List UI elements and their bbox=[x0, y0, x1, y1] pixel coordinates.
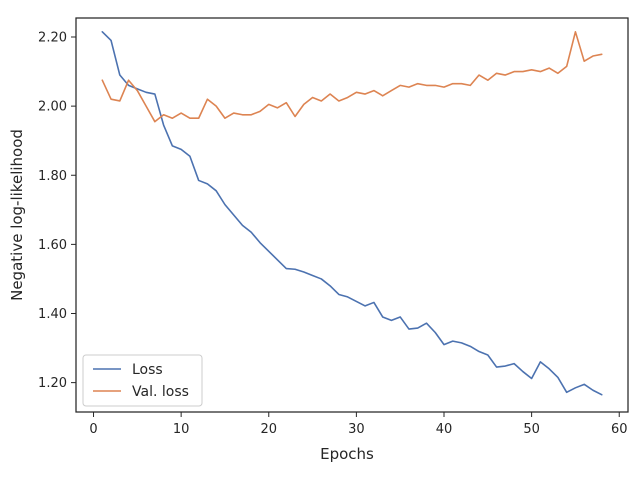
y-tick-label: 2.00 bbox=[38, 100, 67, 115]
series-line-val-loss bbox=[101, 31, 603, 123]
y-tick-label: 1.40 bbox=[38, 307, 67, 322]
plot-frame bbox=[75, 17, 629, 413]
x-tick-label: 10 bbox=[173, 422, 190, 437]
legend: Loss Val. loss bbox=[82, 354, 203, 407]
y-tick-label: 1.80 bbox=[38, 169, 67, 184]
x-tick-label: 30 bbox=[348, 422, 365, 437]
y-axis-label: Negative log-likelihood bbox=[8, 129, 26, 301]
y-tick-label: 1.60 bbox=[38, 238, 67, 253]
x-tick-label: 40 bbox=[436, 422, 453, 437]
x-tick-label: 60 bbox=[611, 422, 628, 437]
x-tick-label: 50 bbox=[523, 422, 540, 437]
x-tick-label: 0 bbox=[89, 422, 97, 437]
y-tick-label: 2.20 bbox=[38, 31, 67, 46]
y-tick-label: 1.20 bbox=[38, 376, 67, 391]
legend-box bbox=[82, 354, 203, 407]
series-line-loss bbox=[101, 31, 603, 396]
legend-label-val-loss: Val. loss bbox=[132, 384, 189, 400]
x-tick-label: 20 bbox=[260, 422, 277, 437]
legend-label-loss: Loss bbox=[132, 362, 163, 378]
x-axis-label: Epochs bbox=[320, 445, 374, 463]
